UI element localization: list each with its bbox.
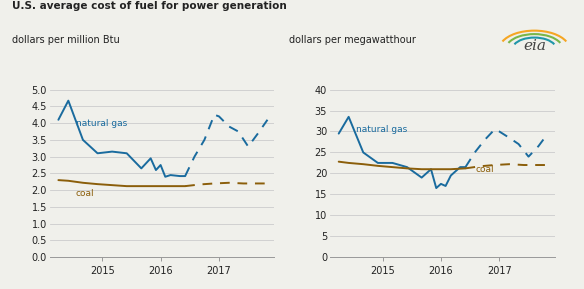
Text: U.S. average cost of fuel for power generation: U.S. average cost of fuel for power gene… — [12, 1, 286, 12]
Text: natural gas: natural gas — [76, 119, 127, 128]
Text: eia: eia — [523, 39, 546, 53]
Text: natural gas: natural gas — [356, 125, 408, 134]
Text: coal: coal — [76, 188, 95, 198]
Text: dollars per million Btu: dollars per million Btu — [12, 35, 120, 45]
Text: coal: coal — [476, 165, 495, 174]
Text: dollars per megawatthour: dollars per megawatthour — [289, 35, 416, 45]
